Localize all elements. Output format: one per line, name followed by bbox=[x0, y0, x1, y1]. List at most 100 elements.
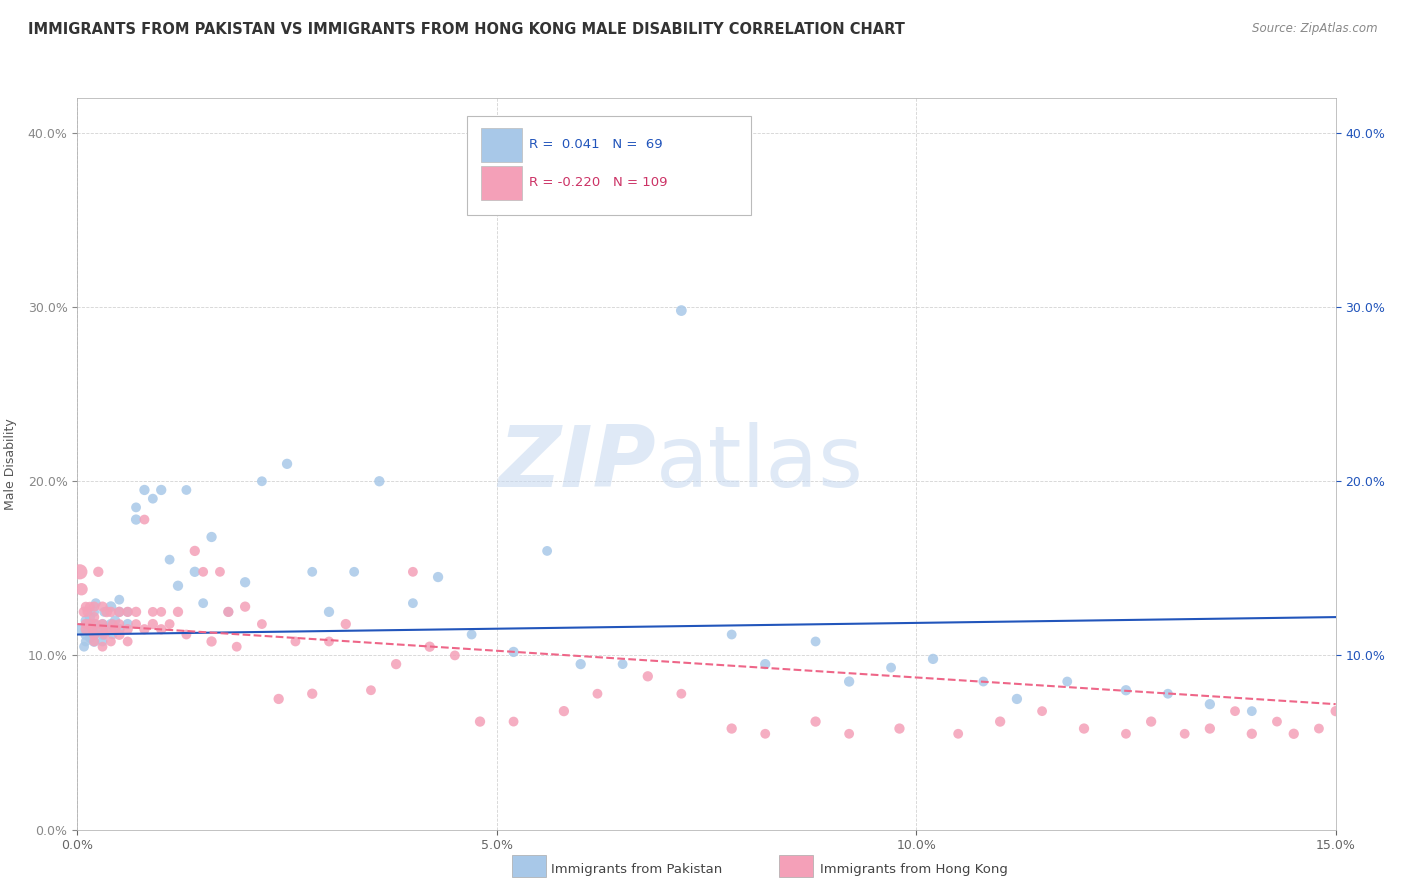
Point bbox=[150, 483, 173, 497]
Point bbox=[108, 627, 131, 641]
Point bbox=[217, 605, 239, 619]
Point bbox=[125, 617, 148, 632]
Point bbox=[167, 605, 190, 619]
Point bbox=[83, 627, 105, 641]
Point bbox=[125, 500, 148, 515]
Point bbox=[91, 634, 114, 648]
Point bbox=[284, 634, 307, 648]
Point bbox=[84, 617, 107, 632]
Point bbox=[75, 634, 97, 648]
Point bbox=[502, 714, 524, 729]
Point bbox=[1350, 727, 1372, 741]
Point bbox=[87, 565, 110, 579]
Point bbox=[79, 617, 101, 632]
Point bbox=[1140, 714, 1163, 729]
Point bbox=[83, 634, 105, 648]
Point bbox=[82, 622, 104, 636]
Point bbox=[250, 475, 273, 489]
Point bbox=[91, 622, 114, 636]
Point bbox=[83, 634, 105, 648]
Point bbox=[75, 614, 97, 628]
Point bbox=[134, 622, 156, 636]
Point bbox=[1392, 727, 1406, 741]
Point bbox=[150, 605, 173, 619]
Point bbox=[444, 648, 467, 663]
Point bbox=[83, 617, 105, 632]
Point bbox=[184, 544, 207, 558]
Point bbox=[1031, 704, 1053, 718]
Point bbox=[460, 627, 482, 641]
Point bbox=[87, 622, 110, 636]
Point bbox=[948, 727, 970, 741]
Text: IMMIGRANTS FROM PAKISTAN VS IMMIGRANTS FROM HONG KONG MALE DISABILITY CORRELATIO: IMMIGRANTS FROM PAKISTAN VS IMMIGRANTS F… bbox=[28, 22, 905, 37]
Point bbox=[76, 617, 98, 632]
Point bbox=[108, 617, 131, 632]
Point bbox=[91, 640, 114, 654]
Point bbox=[191, 596, 215, 610]
Point bbox=[368, 475, 391, 489]
Point bbox=[301, 565, 323, 579]
Point bbox=[318, 605, 340, 619]
Point bbox=[200, 530, 222, 544]
Point bbox=[402, 596, 425, 610]
Point bbox=[176, 483, 198, 497]
Point bbox=[1115, 727, 1137, 741]
Point bbox=[250, 617, 273, 632]
Point bbox=[569, 657, 592, 672]
Point bbox=[1157, 687, 1180, 701]
Point bbox=[889, 722, 911, 736]
Point bbox=[301, 687, 323, 701]
Point bbox=[96, 622, 118, 636]
FancyBboxPatch shape bbox=[481, 166, 522, 200]
Point bbox=[427, 570, 450, 584]
Point bbox=[79, 610, 101, 624]
Point bbox=[150, 622, 173, 636]
Point bbox=[100, 634, 122, 648]
Text: Source: ZipAtlas.com: Source: ZipAtlas.com bbox=[1253, 22, 1378, 36]
Point bbox=[1324, 704, 1347, 718]
Point bbox=[91, 627, 114, 641]
Point bbox=[1223, 704, 1246, 718]
Point bbox=[922, 652, 945, 666]
Point bbox=[1240, 704, 1263, 718]
Point bbox=[73, 605, 96, 619]
Point bbox=[82, 622, 104, 636]
Point bbox=[385, 657, 408, 672]
Point bbox=[93, 627, 115, 641]
Point bbox=[70, 622, 93, 636]
Point bbox=[159, 617, 181, 632]
Point bbox=[1073, 722, 1095, 736]
Point bbox=[75, 617, 97, 632]
Point bbox=[142, 617, 165, 632]
Point bbox=[217, 605, 239, 619]
Point bbox=[134, 483, 156, 497]
Text: Immigrants from Pakistan: Immigrants from Pakistan bbox=[551, 863, 723, 876]
Point bbox=[754, 727, 776, 741]
Point bbox=[84, 596, 107, 610]
Point bbox=[1199, 722, 1222, 736]
FancyBboxPatch shape bbox=[481, 128, 522, 161]
Point bbox=[1056, 674, 1078, 689]
Point bbox=[75, 622, 97, 636]
Point bbox=[91, 617, 114, 632]
Point bbox=[104, 614, 127, 628]
Point bbox=[804, 634, 827, 648]
Point bbox=[343, 565, 366, 579]
Point bbox=[159, 552, 181, 566]
Point bbox=[838, 727, 860, 741]
Point bbox=[108, 622, 131, 636]
Point bbox=[83, 605, 105, 619]
Y-axis label: Male Disability: Male Disability bbox=[4, 418, 17, 509]
Point bbox=[553, 704, 575, 718]
Point bbox=[125, 605, 148, 619]
Point bbox=[838, 674, 860, 689]
Point bbox=[468, 714, 491, 729]
Point bbox=[637, 669, 659, 683]
Point bbox=[96, 605, 118, 619]
Point bbox=[318, 634, 340, 648]
Point bbox=[360, 683, 382, 698]
Point bbox=[276, 457, 298, 471]
Point bbox=[720, 722, 742, 736]
Point bbox=[104, 622, 127, 636]
Point bbox=[335, 617, 357, 632]
